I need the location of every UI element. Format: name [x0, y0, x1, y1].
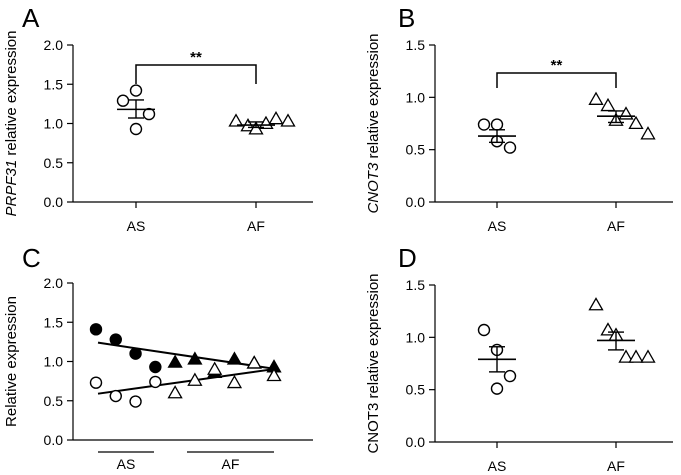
data-point-filled — [129, 347, 142, 360]
data-point-open — [89, 376, 103, 389]
x-tick-label: AF — [247, 218, 265, 234]
data-point-filled — [109, 333, 122, 346]
trend-line-open — [97, 367, 279, 395]
panel-letter: D — [398, 243, 417, 273]
y-tick-label: 0.0 — [44, 432, 64, 448]
data-point-AS — [116, 94, 130, 107]
data-point-open — [207, 361, 223, 375]
data-point-AS — [129, 84, 143, 97]
data-point-AS — [503, 141, 517, 154]
y-tick-label: 1.0 — [44, 116, 64, 132]
data-point-filled — [149, 360, 162, 374]
y-tick-label: 1.0 — [406, 329, 426, 345]
data-point-AS — [477, 323, 491, 337]
data-point-AS — [142, 107, 156, 121]
significance-bracket — [135, 64, 257, 84]
data-point-AF — [618, 349, 634, 363]
data-point-open — [187, 372, 203, 386]
data-point-AF — [628, 349, 644, 363]
significance-label: ** — [190, 49, 202, 66]
data-point-AF — [600, 322, 616, 336]
data-point-open — [149, 375, 162, 389]
y-axis-label: PRPF31 relative expression — [3, 31, 20, 217]
panel-C: C 0.0 0.5 1.0 1.5 2.0 Relative expression AS AF — [3, 243, 313, 472]
significance-label: ** — [551, 57, 563, 74]
y-tick-label: 1.0 — [406, 89, 426, 105]
y-tick-label: 1.5 — [44, 76, 64, 92]
y-axis-label: CNOT3 relative expression — [365, 33, 382, 213]
y-tick-label: 0.5 — [44, 155, 64, 171]
panel-letter: B — [398, 3, 415, 33]
panel-A: A 0.0 0.5 1.0 1.5 2.0 PRPF31 relative expressi… — [3, 3, 313, 234]
significance-bracket — [496, 72, 617, 88]
x-tick-label: AS — [127, 218, 146, 234]
y-label-rest: relative expression — [3, 31, 20, 160]
y-tick-label: 2.0 — [44, 37, 64, 53]
data-point-AF — [618, 106, 634, 120]
x-tick-label: AF — [607, 218, 625, 234]
trend-line-filled — [97, 341, 279, 371]
y-tick-label: 0.0 — [44, 194, 64, 210]
data-point-AF — [640, 349, 656, 363]
data-point-open — [109, 389, 122, 403]
y-tick-label: 1.5 — [406, 277, 426, 293]
panel-letter: C — [22, 243, 41, 273]
x-tick-label: AS — [488, 218, 507, 234]
y-tick-label: 0.5 — [406, 382, 426, 398]
data-point-open — [226, 374, 243, 389]
x-tick-label: AS — [488, 458, 507, 474]
data-point-AS — [477, 118, 491, 131]
data-point-open — [129, 395, 142, 408]
group-label: AF — [222, 456, 240, 472]
y-label-rest: relative expression — [365, 33, 382, 162]
data-point-AS — [503, 369, 517, 383]
x-tick-label: AF — [607, 458, 625, 474]
data-point-open — [246, 355, 262, 369]
panel-letter: A — [22, 3, 40, 33]
panel-B: B 0.0 0.5 1.0 1.5 CNOT3 relative expression AS… — [365, 3, 673, 234]
data-point-filled — [89, 323, 103, 336]
y-label-gene: PRPF31 — [3, 160, 20, 217]
y-label-gene: CNOT3 — [365, 162, 382, 213]
data-point-AF — [268, 110, 284, 125]
data-point-open — [167, 385, 183, 399]
y-tick-label: 1.5 — [406, 37, 426, 53]
data-point-filled — [226, 351, 243, 365]
data-point-open — [266, 367, 282, 382]
data-point-AF — [628, 115, 644, 130]
y-tick-label: 0.5 — [44, 393, 64, 409]
data-point-AS — [490, 118, 504, 131]
group-label: AS — [117, 456, 136, 472]
panel-D: D 0.0 0.5 1.0 1.5 CNOT3 relative expression AS… — [365, 243, 673, 474]
y-tick-label: 1.0 — [44, 354, 64, 370]
y-axis-label: CNOT3 relative expression — [365, 273, 382, 453]
y-axis-label: Relative expression — [3, 296, 20, 427]
data-point-AF — [588, 297, 604, 311]
data-point-AF — [640, 126, 656, 140]
data-point-AS — [490, 382, 504, 395]
data-point-AF — [280, 113, 296, 127]
y-tick-label: 0.0 — [406, 194, 426, 210]
y-tick-label: 1.5 — [44, 314, 64, 330]
data-point-filled — [187, 351, 203, 365]
y-tick-label: 0.0 — [406, 434, 426, 450]
data-point-filled — [167, 354, 183, 368]
data-point-AS — [129, 122, 143, 136]
y-tick-label: 2.0 — [44, 275, 64, 291]
y-tick-label: 0.5 — [406, 142, 426, 158]
data-point-AF — [588, 91, 604, 105]
data-point-AF — [228, 113, 244, 127]
